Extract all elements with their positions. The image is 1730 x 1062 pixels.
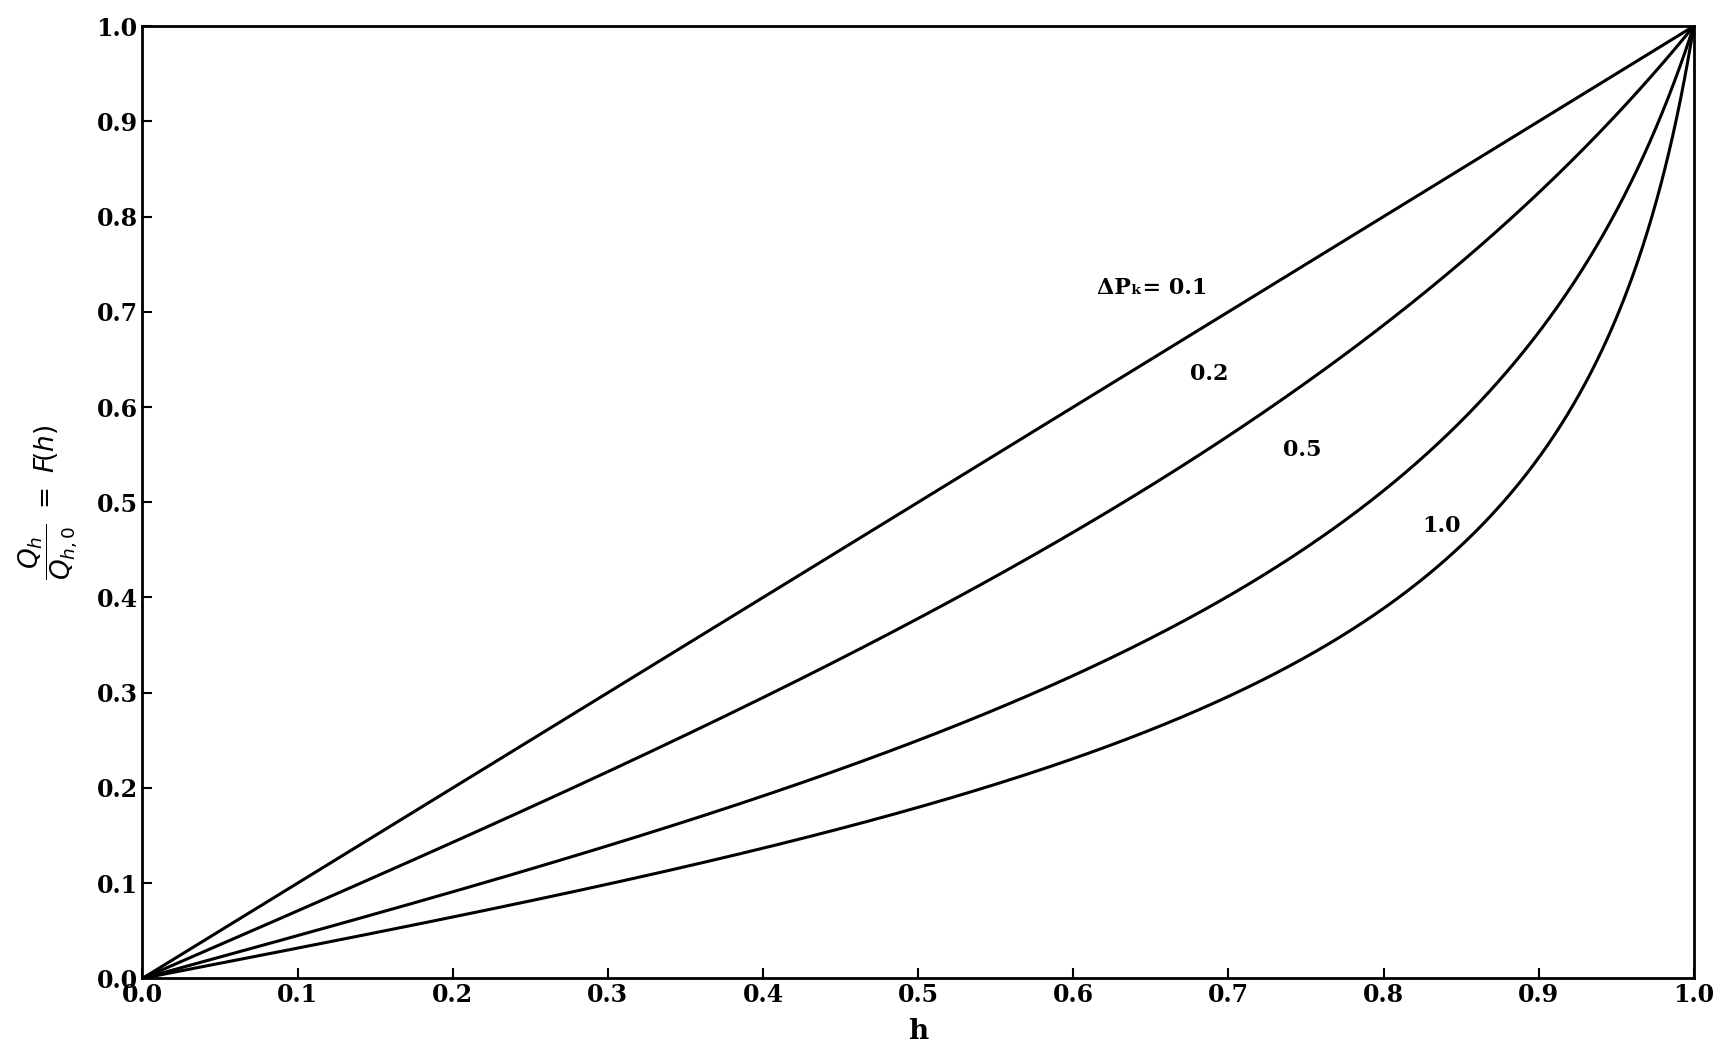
Text: 0.5: 0.5 xyxy=(1282,439,1320,461)
X-axis label: h: h xyxy=(908,1018,927,1045)
Text: ΔPₖ= 0.1: ΔPₖ= 0.1 xyxy=(1095,277,1206,299)
Y-axis label: $\dfrac{Q_h}{Q_{h,0}}\ =\ F\!\left(h\right)$: $\dfrac{Q_h}{Q_{h,0}}\ =\ F\!\left(h\rig… xyxy=(17,425,80,580)
Text: 1.0: 1.0 xyxy=(1422,515,1460,537)
Text: 0.2: 0.2 xyxy=(1189,363,1227,384)
